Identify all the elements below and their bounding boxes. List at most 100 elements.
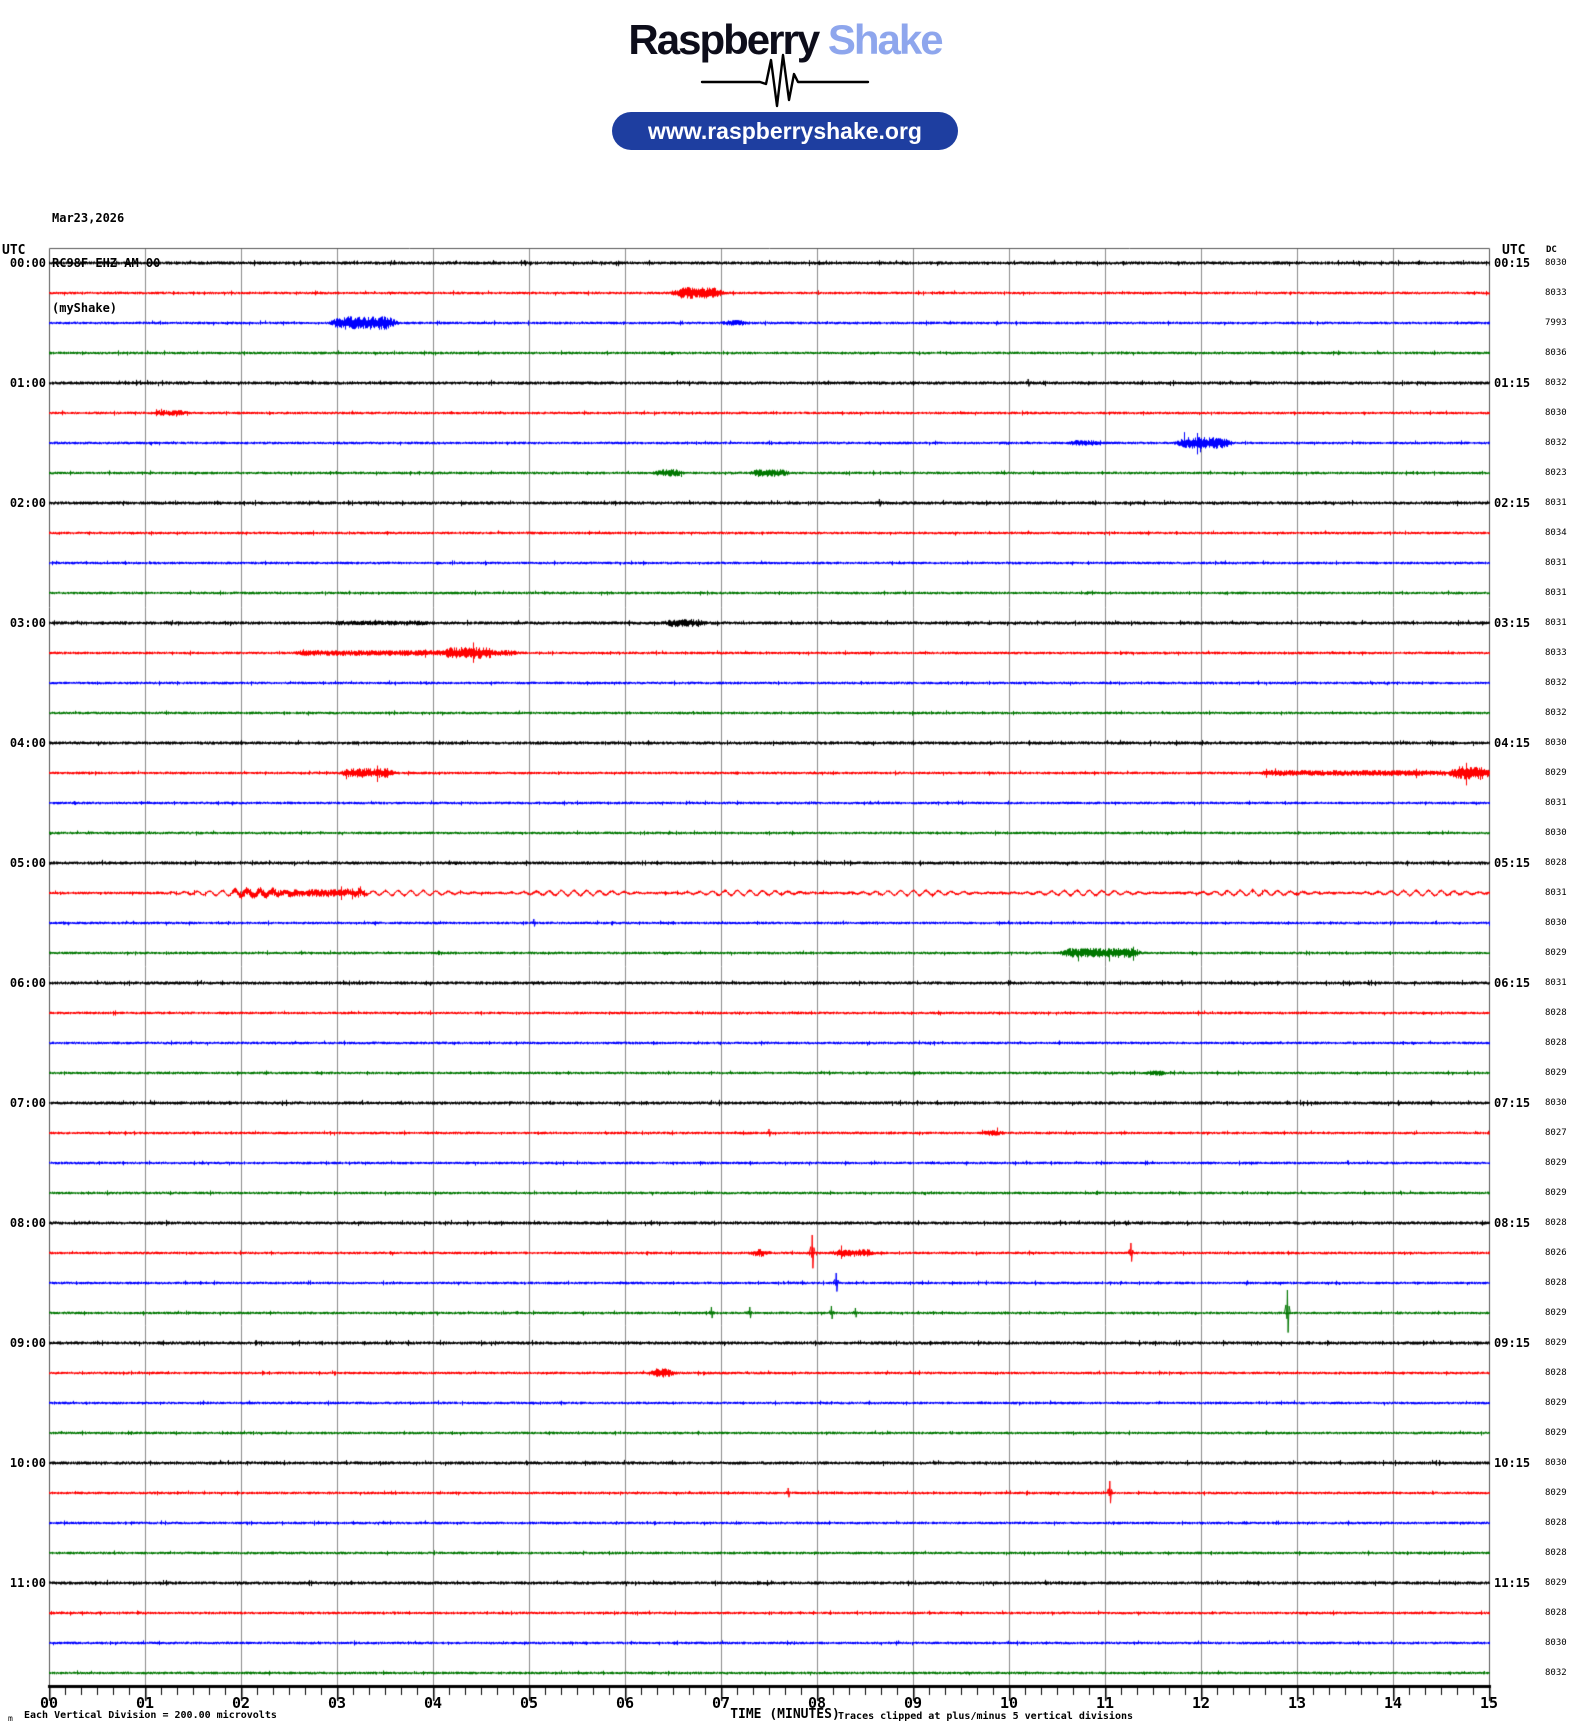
- dc-value: 8029: [1545, 1068, 1567, 1078]
- station-id: RC98F EHZ AM 00: [52, 256, 161, 270]
- station-info: Mar23,2026 RC98F EHZ AM 00 (myShake): [52, 181, 160, 346]
- dc-value: 8031: [1545, 498, 1567, 508]
- dc-value: 8031: [1545, 618, 1567, 628]
- hour-label-left: 06:00: [9, 976, 46, 990]
- dc-value: 8026: [1545, 1248, 1567, 1258]
- x-tick-label: 12: [1191, 1694, 1211, 1712]
- x-tick-label: 07: [711, 1694, 731, 1712]
- x-tick-label: 00: [39, 1694, 59, 1712]
- dc-value: 8033: [1545, 288, 1567, 298]
- hour-label-left: 04:00: [9, 736, 46, 750]
- hour-label-right: 01:15: [1494, 376, 1531, 390]
- dc-value: 8032: [1545, 708, 1567, 718]
- dc-value: 8036: [1545, 348, 1567, 358]
- dc-value: 8027: [1545, 1128, 1567, 1138]
- dc-value: 8033: [1545, 648, 1567, 658]
- x-tick-label: 03: [327, 1694, 347, 1712]
- station-network: (myShake): [52, 301, 118, 315]
- hour-label-right: 11:15: [1494, 1576, 1531, 1590]
- scale-note-prefix: m: [8, 1714, 13, 1723]
- dc-value: 8028: [1545, 1548, 1567, 1558]
- dc-value: 8029: [1545, 1578, 1567, 1588]
- dc-value: 8028: [1545, 1608, 1567, 1618]
- utc-label-right: UTC: [1502, 243, 1526, 258]
- x-tick-label: 02: [231, 1694, 251, 1712]
- dc-value: 8031: [1545, 888, 1567, 898]
- dc-value: 8029: [1545, 1188, 1567, 1198]
- hour-label-right: 09:15: [1494, 1336, 1531, 1350]
- website-link-pill[interactable]: www.raspberryshake.org: [612, 112, 958, 150]
- hour-label-left: 08:00: [9, 1216, 46, 1230]
- hour-label-right: 07:15: [1494, 1096, 1531, 1110]
- hour-label-left: 07:00: [9, 1096, 46, 1110]
- dc-value: 8028: [1545, 1038, 1567, 1048]
- clip-note: Traces clipped at plus/minus 5 vertical …: [838, 1711, 1134, 1722]
- dc-value: 8030: [1545, 738, 1567, 748]
- dc-value: 8028: [1545, 1218, 1567, 1228]
- dc-value: 8031: [1545, 798, 1567, 808]
- dc-value: 8028: [1545, 1368, 1567, 1378]
- dc-value: 8030: [1545, 918, 1567, 928]
- hour-label-right: 10:15: [1494, 1456, 1531, 1470]
- hour-label-left: 02:00: [9, 496, 46, 510]
- scale-note: Each Vertical Division = 200.00 microvol…: [24, 1710, 277, 1721]
- x-tick-label: 09: [903, 1694, 923, 1712]
- hour-label-right: 04:15: [1494, 736, 1531, 750]
- dc-value: 8030: [1545, 1098, 1567, 1108]
- dc-value: 8029: [1545, 1338, 1567, 1348]
- dc-value: 8030: [1545, 1638, 1567, 1648]
- x-axis-title: TIME (MINUTES): [730, 1707, 840, 1722]
- dc-value: 8030: [1545, 408, 1567, 418]
- hour-label-left: 03:00: [9, 616, 46, 630]
- dc-value: 8032: [1545, 678, 1567, 688]
- station-date: Mar23,2026: [52, 211, 125, 225]
- hour-label-left: 10:00: [9, 1456, 46, 1470]
- x-tick-label: 05: [519, 1694, 539, 1712]
- dc-value: 8032: [1545, 378, 1567, 388]
- x-tick-label: 08: [807, 1694, 827, 1712]
- website-url: www.raspberryshake.org: [648, 117, 922, 144]
- x-tick-label: 11: [1095, 1694, 1115, 1712]
- dc-value: 8030: [1545, 1458, 1567, 1468]
- dc-column-header: DC: [1546, 245, 1557, 255]
- hour-label-left: 11:00: [9, 1576, 46, 1590]
- dc-value: 8028: [1545, 1278, 1567, 1288]
- hour-label-left: 01:00: [9, 376, 46, 390]
- hour-label-right: 02:15: [1494, 496, 1531, 510]
- x-tick-label: 15: [1479, 1694, 1499, 1712]
- dc-value: 8031: [1545, 558, 1567, 568]
- hour-label-right: 08:15: [1494, 1216, 1531, 1230]
- x-tick-label: 10: [999, 1694, 1019, 1712]
- dc-value: 8029: [1545, 1488, 1567, 1498]
- x-tick-label: 01: [135, 1694, 155, 1712]
- hour-label-left: 00:00: [9, 256, 46, 270]
- logo-text-raspberry: Raspberry: [628, 16, 820, 63]
- dc-value: 8031: [1545, 588, 1567, 598]
- hour-label-left: 09:00: [9, 1336, 46, 1350]
- dc-value: 8034: [1545, 528, 1567, 538]
- dc-value: 8023: [1545, 468, 1567, 478]
- dc-value: 8029: [1545, 1158, 1567, 1168]
- dc-value: 8028: [1545, 1518, 1567, 1528]
- dc-value: 8029: [1545, 948, 1567, 958]
- dc-value: 8030: [1545, 258, 1567, 268]
- dc-value: 8028: [1545, 858, 1567, 868]
- x-tick-label: 14: [1383, 1694, 1403, 1712]
- logo-text-shake: Shake: [827, 16, 944, 63]
- utc-label-left: UTC: [2, 243, 26, 258]
- dc-value: 8029: [1545, 768, 1567, 778]
- waveform-icon: [700, 53, 870, 108]
- dc-value: 8028: [1545, 1008, 1567, 1018]
- hour-label-right: 05:15: [1494, 856, 1531, 870]
- raspberry-shake-logo: Raspberry Shake: [0, 16, 1570, 64]
- dc-value: 8032: [1545, 438, 1567, 448]
- x-tick-label: 13: [1287, 1694, 1307, 1712]
- dc-value: 8029: [1545, 1428, 1567, 1438]
- dc-value: 8029: [1545, 1398, 1567, 1408]
- dc-value: 8031: [1545, 978, 1567, 988]
- dc-value: 7993: [1545, 318, 1567, 328]
- dc-value: 8029: [1545, 1308, 1567, 1318]
- hour-label-right: 03:15: [1494, 616, 1531, 630]
